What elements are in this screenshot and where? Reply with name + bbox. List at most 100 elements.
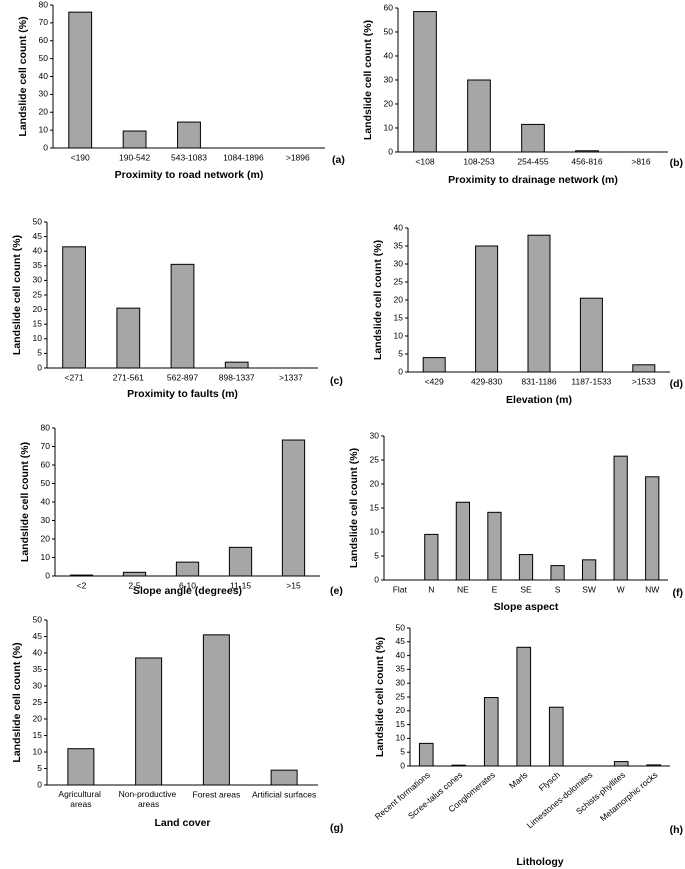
y-tick-label: 25 <box>394 276 404 286</box>
x-tick-label: 456-816 <box>571 156 602 166</box>
bar <box>424 533 439 581</box>
x-tick-label: NE <box>457 584 469 594</box>
y-tick-label: 0 <box>43 142 48 152</box>
bar <box>550 565 565 581</box>
bar <box>451 764 467 767</box>
bar <box>487 511 502 581</box>
x-tick-label: 6-10 <box>179 580 196 590</box>
x-tick-label: <108 <box>415 156 434 166</box>
x-tick-label: 190-542 <box>119 152 150 162</box>
bar <box>175 561 200 577</box>
x-tick-label: 543-1083 <box>171 152 207 162</box>
y-tick-label: 30 <box>33 680 43 690</box>
y-axis-title: Landslide cell count (%) <box>348 448 360 568</box>
x-axis-title: Slope angle (degrees) <box>133 585 242 597</box>
bar <box>575 150 599 153</box>
bar <box>581 559 597 581</box>
bar <box>632 364 656 373</box>
y-tick-label: 30 <box>394 258 404 268</box>
y-tick-label: 5 <box>374 550 379 560</box>
bar <box>270 769 298 786</box>
y-tick-label: 5 <box>398 348 403 358</box>
x-tick-label: E <box>492 584 498 594</box>
panel-label: (d) <box>670 378 683 390</box>
y-tick-label: 40 <box>384 50 394 60</box>
bar <box>224 361 249 369</box>
bar <box>527 234 551 373</box>
panel-label: (f) <box>673 587 684 599</box>
panel-label: (g) <box>330 822 343 834</box>
x-tick-label: 898-1337 <box>219 372 255 382</box>
bar <box>613 455 628 581</box>
x-tick-label: <190 <box>71 152 90 162</box>
bar <box>135 657 163 786</box>
y-tick-label: 15 <box>370 502 380 512</box>
y-tick-label: 20 <box>396 705 406 715</box>
y-tick-label: 0 <box>45 570 50 580</box>
x-tick-label: Non-productive areas <box>119 789 179 809</box>
x-tick-label: 11-15 <box>230 580 251 590</box>
x-tick-label: 429-830 <box>471 376 502 386</box>
y-tick-label: 25 <box>370 454 380 464</box>
x-axis-title: Elevation (m) <box>506 394 572 406</box>
y-tick-label: 50 <box>33 614 43 624</box>
bar <box>170 263 195 369</box>
x-tick-label: Recent formations <box>373 770 432 822</box>
x-tick-label: SE <box>520 584 532 594</box>
y-tick-label: 10 <box>384 122 394 132</box>
bar <box>418 742 434 767</box>
y-axis-title: Landslide cell count (%) <box>362 20 374 140</box>
bar <box>202 634 230 786</box>
y-tick-label: 50 <box>396 622 406 632</box>
y-tick-label: 35 <box>396 664 406 674</box>
y-tick-label: 80 <box>41 422 51 432</box>
y-tick-label: 5 <box>400 746 405 756</box>
y-tick-label: 25 <box>33 697 43 707</box>
y-tick-label: 50 <box>384 26 394 36</box>
bar <box>475 245 499 373</box>
bar <box>69 574 94 577</box>
y-tick-label: 50 <box>33 216 43 226</box>
y-tick-label: 30 <box>41 515 51 525</box>
y-tick-label: 50 <box>41 478 51 488</box>
x-tick-label: 108-253 <box>463 156 494 166</box>
y-tick-label: 40 <box>33 245 43 255</box>
x-tick-label: >1337 <box>279 372 303 382</box>
y-tick-label: 15 <box>33 318 43 328</box>
y-tick-label: 30 <box>396 677 406 687</box>
x-tick-label: >1896 <box>286 152 310 162</box>
y-tick-label: 20 <box>41 533 51 543</box>
y-tick-label: 40 <box>41 496 51 506</box>
bar <box>645 476 660 581</box>
x-tick-label: 1187-1533 <box>571 376 611 386</box>
x-tick-label: Marls <box>507 770 529 791</box>
x-tick-label: Artificial surfaces <box>252 789 316 799</box>
y-tick-label: 45 <box>33 631 43 641</box>
y-tick-label: 30 <box>33 275 43 285</box>
x-tick-label: <429 <box>425 376 444 386</box>
y-tick-label: 45 <box>396 636 406 646</box>
x-tick-label: W <box>617 584 625 594</box>
bar <box>613 761 629 767</box>
y-tick-label: 35 <box>33 260 43 270</box>
x-tick-label: >1533 <box>632 376 656 386</box>
x-axis-title: Proximity to road network (m) <box>115 169 264 181</box>
y-tick-label: 10 <box>41 552 51 562</box>
y-axis-title: Landslide cell count (%) <box>11 235 23 355</box>
bar <box>521 123 545 153</box>
x-tick-label: 831-1186 <box>521 376 557 386</box>
bar <box>62 246 86 369</box>
bar <box>455 501 471 581</box>
x-tick-label: 271-561 <box>113 372 144 382</box>
y-tick-label: 20 <box>394 294 404 304</box>
y-tick-label: 25 <box>33 289 43 299</box>
y-tick-label: 0 <box>400 760 405 770</box>
x-tick-label: Flysch <box>537 769 562 793</box>
x-tick-label: NW <box>645 584 659 594</box>
y-tick-label: 10 <box>33 333 43 343</box>
x-tick-label: 1084-1896 <box>223 152 264 162</box>
x-tick-label: 254-455 <box>517 156 548 166</box>
x-tick-label: Agricultural areas <box>58 789 103 809</box>
y-tick-label: 30 <box>39 89 49 99</box>
bar <box>422 357 446 373</box>
